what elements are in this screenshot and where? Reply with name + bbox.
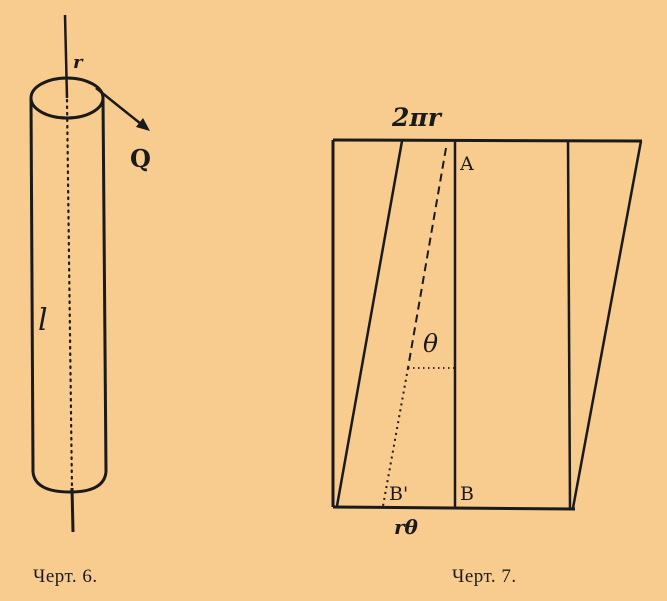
cylinder-left-side xyxy=(29,97,35,473)
radius-label: r xyxy=(73,52,84,73)
point-a-label: A xyxy=(459,153,474,175)
slanted-generator-left xyxy=(335,140,404,507)
rect-right-inner-edge xyxy=(566,140,572,509)
figure-7-development: 2πr A B B' θ rθ Черт. 7. xyxy=(331,103,643,587)
force-arrow-line xyxy=(95,87,147,129)
figure-6-cylinder: r Q l Черт. 6. xyxy=(29,14,151,587)
figure-6-caption: Черт. 6. xyxy=(33,566,98,587)
force-arrow-head xyxy=(136,118,150,131)
bottom-arc-label: rθ xyxy=(394,515,419,539)
cylinder-bottom-arc xyxy=(31,471,108,494)
axis-top-line xyxy=(63,14,69,99)
point-b-prime-label: B' xyxy=(389,483,408,505)
force-label: Q xyxy=(130,144,151,173)
angle-theta-label: θ xyxy=(423,329,438,358)
cylinder-right-side xyxy=(101,97,108,473)
top-circumference-label: 2πr xyxy=(391,103,443,132)
rect-top-edge xyxy=(332,138,643,143)
line-ab-prime-dashed xyxy=(407,147,447,369)
axis-bottom-line xyxy=(70,487,75,533)
point-b-label: B xyxy=(460,483,474,505)
figure-7-caption: Черт. 7. xyxy=(452,566,517,587)
slanted-generator-right xyxy=(571,140,643,509)
axis-hidden-dotted xyxy=(65,98,74,492)
length-label: l xyxy=(38,303,48,338)
